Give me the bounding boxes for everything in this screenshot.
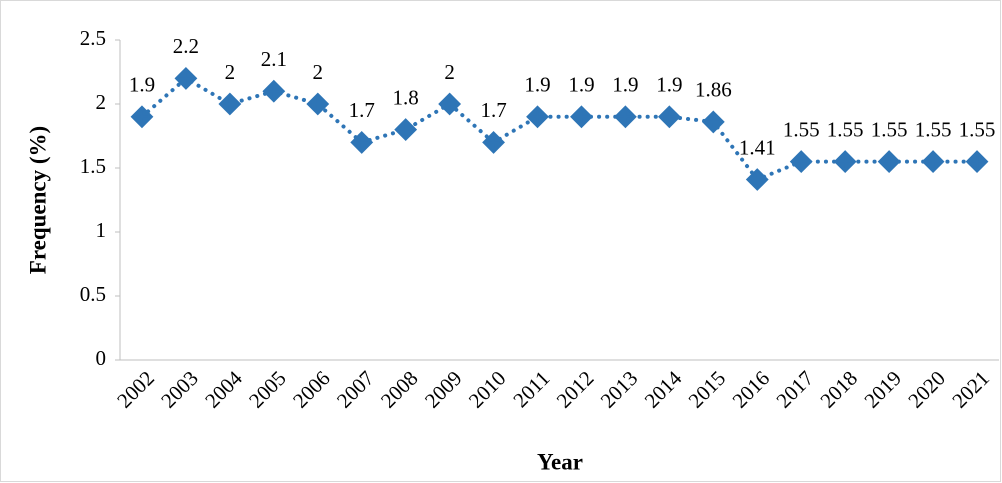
data-label: 1.9 [612, 73, 638, 97]
data-point [438, 92, 462, 116]
y-tick-label: 0.5 [80, 282, 106, 306]
data-label: 1.9 [524, 73, 550, 97]
data-point [262, 79, 286, 103]
data-point [833, 150, 857, 174]
y-tick-label: 0 [96, 346, 107, 370]
y-tick-label: 1 [96, 218, 107, 242]
data-point [745, 168, 769, 191]
data-label: 1.41 [739, 135, 776, 159]
data-point [394, 118, 418, 142]
data-label: 1.9 [568, 73, 594, 97]
data-point [701, 110, 725, 134]
data-point [218, 92, 242, 116]
data-label: 2 [444, 60, 455, 84]
data-label: 2 [313, 60, 324, 84]
data-label: 1.55 [783, 117, 820, 141]
data-label: 1.9 [656, 73, 682, 97]
data-label: 1.86 [695, 78, 732, 102]
data-label: 1.55 [959, 117, 996, 141]
data-point [570, 105, 593, 129]
data-point [657, 105, 681, 129]
data-point [965, 150, 989, 174]
data-label: 2.1 [261, 47, 287, 71]
data-point [614, 105, 637, 129]
data-point [789, 150, 813, 174]
data-label: 1.55 [871, 117, 908, 141]
y-tick-label: 2 [96, 90, 107, 114]
data-label: 1.55 [915, 117, 952, 141]
data-point [526, 105, 549, 129]
y-tick-label: 2.5 [80, 26, 106, 50]
data-point [350, 130, 374, 154]
data-point [877, 150, 901, 174]
data-point [921, 150, 945, 174]
data-label: 2.2 [173, 34, 199, 58]
x-axis-title: Year [537, 449, 583, 474]
y-axis-title: Frequency (%) [25, 126, 50, 274]
data-point [130, 105, 154, 129]
data-label: 1.8 [393, 85, 419, 109]
data-label: 1.7 [480, 98, 506, 122]
data-label: 2 [225, 60, 236, 84]
data-label: 1.55 [827, 117, 864, 141]
data-point [306, 92, 330, 116]
data-point [482, 130, 505, 154]
y-tick-label: 1.5 [80, 154, 106, 178]
data-point [174, 66, 198, 90]
data-label: 1.9 [129, 73, 155, 97]
data-label: 1.7 [349, 98, 375, 122]
